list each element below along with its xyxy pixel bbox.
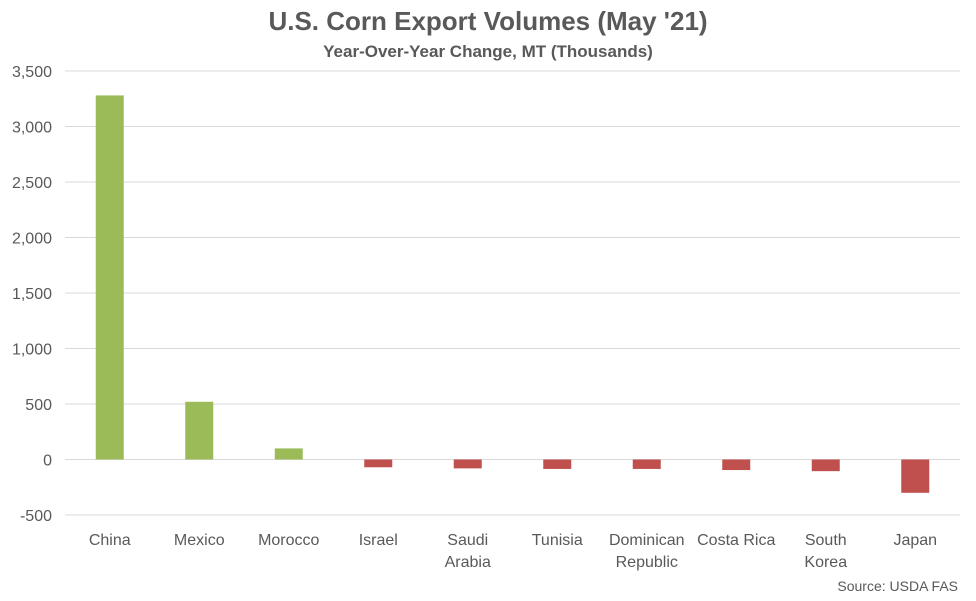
source-note: Source: USDA FAS bbox=[837, 578, 958, 594]
y-tick-label: 1,500 bbox=[12, 286, 52, 303]
y-tick-label: 2,000 bbox=[12, 231, 52, 248]
x-tick-label: Mexico bbox=[174, 532, 225, 549]
bar bbox=[722, 459, 751, 471]
y-tick-label: -500 bbox=[20, 508, 52, 525]
bar bbox=[901, 459, 930, 493]
x-tick-label: South Korea bbox=[804, 532, 847, 571]
y-tick-label: 3,500 bbox=[12, 64, 52, 81]
bar bbox=[632, 459, 661, 469]
x-tick-label: Tunisia bbox=[532, 532, 583, 549]
bar bbox=[185, 401, 214, 460]
bar bbox=[364, 459, 393, 468]
x-tick-label: China bbox=[89, 532, 131, 549]
x-tick-label: Israel bbox=[359, 532, 398, 549]
bar bbox=[543, 459, 572, 469]
x-tick-label: Dominican Republic bbox=[609, 532, 685, 571]
chart-subtitle: Year-Over-Year Change, MT (Thousands) bbox=[323, 42, 653, 61]
chart-title: U.S. Corn Export Volumes (May '21) bbox=[268, 6, 708, 36]
x-tick-label: Saudi Arabia bbox=[445, 532, 491, 571]
y-tick-label: 0 bbox=[43, 453, 52, 470]
x-tick-label: Japan bbox=[893, 532, 937, 549]
y-tick-label: 500 bbox=[25, 397, 52, 414]
gridlines bbox=[65, 70, 960, 516]
y-axis-tick-labels: -500 0 500 1,000 1,500 2,000 2,500 3,000 3,500 bbox=[12, 64, 52, 525]
bar bbox=[95, 95, 124, 460]
bar bbox=[274, 448, 303, 460]
bars bbox=[95, 95, 930, 493]
bar bbox=[453, 459, 482, 469]
x-tick-label: Costa Rica bbox=[697, 532, 775, 549]
x-axis-tick-labels: China Mexico Morocco Israel Saudi Arabia Tunis… bbox=[89, 532, 937, 571]
y-tick-label: 3,000 bbox=[12, 120, 52, 137]
y-tick-label: 1,000 bbox=[12, 342, 52, 359]
x-tick-label: Morocco bbox=[258, 532, 319, 549]
y-tick-label: 2,500 bbox=[12, 175, 52, 192]
bar bbox=[811, 459, 840, 472]
